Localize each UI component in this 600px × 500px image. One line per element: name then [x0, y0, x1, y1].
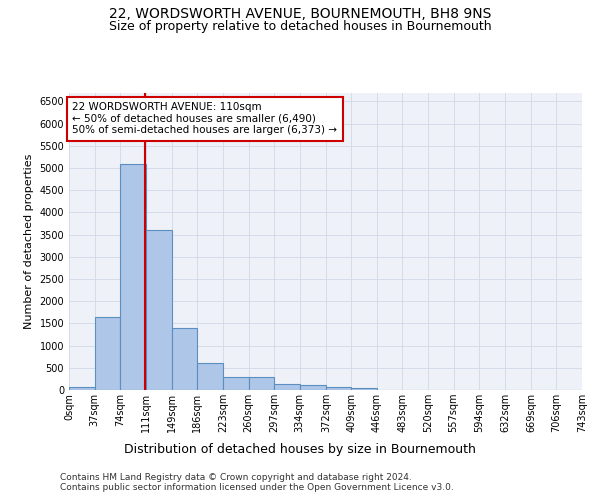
Bar	[69, 386, 95, 390]
Bar	[299, 385, 326, 390]
Text: Size of property relative to detached houses in Bournemouth: Size of property relative to detached ho…	[109, 20, 491, 33]
Bar	[248, 377, 274, 390]
Text: 22 WORDSWORTH AVENUE: 110sqm
← 50% of detached houses are smaller (6,490)
50% of: 22 WORDSWORTH AVENUE: 110sqm ← 50% of de…	[73, 102, 337, 136]
Text: Contains public sector information licensed under the Open Government Licence v3: Contains public sector information licen…	[60, 482, 454, 492]
Y-axis label: Number of detached properties: Number of detached properties	[24, 154, 34, 329]
Bar	[95, 316, 120, 390]
Bar	[352, 388, 377, 390]
Bar	[197, 363, 223, 390]
Bar	[146, 230, 172, 390]
Bar	[172, 328, 197, 390]
Bar	[120, 164, 146, 390]
Text: 22, WORDSWORTH AVENUE, BOURNEMOUTH, BH8 9NS: 22, WORDSWORTH AVENUE, BOURNEMOUTH, BH8 …	[109, 8, 491, 22]
Bar	[274, 384, 299, 390]
Bar	[326, 386, 352, 390]
Text: Contains HM Land Registry data © Crown copyright and database right 2024.: Contains HM Land Registry data © Crown c…	[60, 472, 412, 482]
Text: Distribution of detached houses by size in Bournemouth: Distribution of detached houses by size …	[124, 442, 476, 456]
Bar	[223, 377, 248, 390]
